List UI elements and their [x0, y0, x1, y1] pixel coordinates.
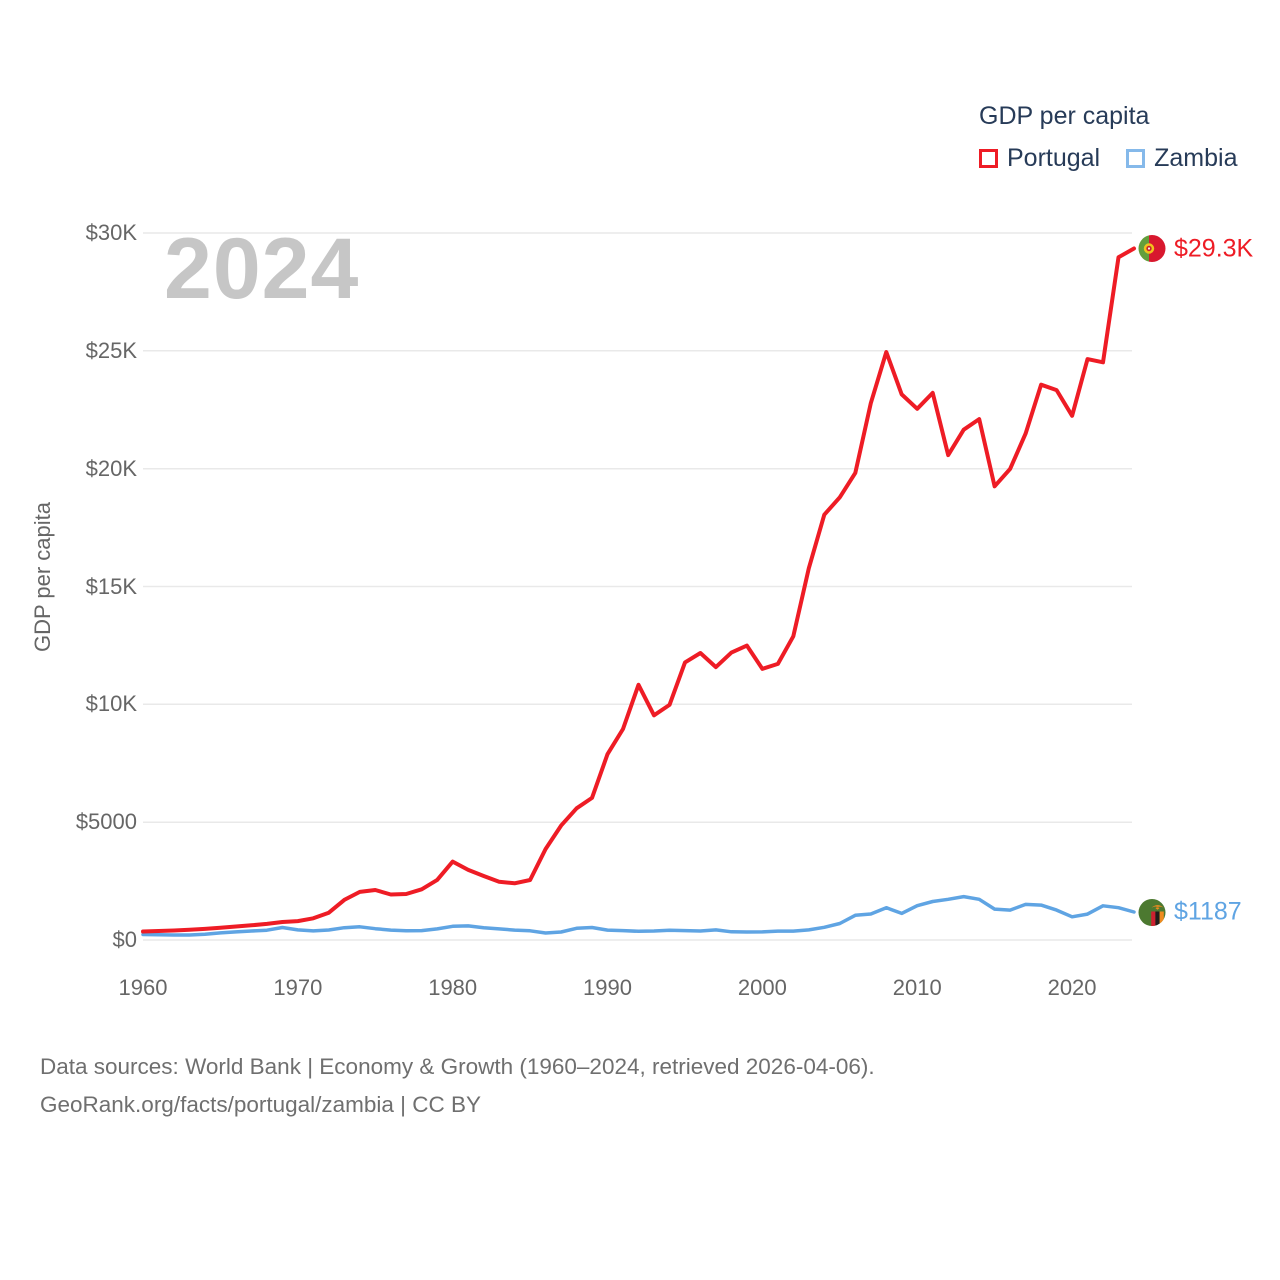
chart-legend: GDP per capita Portugal Zambia	[979, 102, 1238, 173]
data-sources-line: Data sources: World Bank | Economy & Gro…	[40, 1054, 875, 1079]
y-tick-label: $25K	[85, 337, 137, 363]
y-tick-label: $20K	[85, 455, 137, 481]
portugal-flag-icon	[1138, 235, 1166, 263]
attribution-footer: Data sources: World Bank | Economy & Gro…	[40, 1048, 875, 1124]
zambia-flag-icon	[1138, 898, 1166, 926]
y-tick-label: $15K	[85, 573, 137, 599]
zambia-line	[141, 894, 1136, 937]
y-tick-label: $30K	[85, 220, 137, 245]
zambia-end-value: $1187	[1174, 897, 1242, 926]
legend-item-label: Portugal	[1007, 144, 1101, 172]
legend-item-portugal[interactable]: Portugal	[979, 144, 1100, 173]
zambia-swatch-icon	[1126, 149, 1146, 168]
portugal-swatch-icon	[979, 149, 998, 168]
y-tick-label: $5000	[75, 809, 137, 835]
x-tick-label: 2000	[737, 975, 787, 1000]
source-url-line: GeoRank.org/facts/portugal/zambia | CC B…	[40, 1092, 482, 1117]
x-tick-label: 1980	[428, 975, 478, 1000]
portugal-line	[141, 246, 1136, 934]
legend-items: Portugal Zambia	[979, 144, 1238, 173]
portugal-end-label: $29.3K	[1138, 234, 1253, 263]
x-tick-label: 1960	[118, 975, 168, 1000]
legend-title: GDP per capita	[979, 102, 1150, 130]
x-tick-label: 1990	[583, 975, 632, 1000]
zambia-end-label: $1187	[1138, 898, 1242, 927]
legend-item-zambia[interactable]: Zambia	[1126, 144, 1238, 173]
y-tick-label: $0	[112, 927, 137, 952]
x-tick-label: 1970	[273, 975, 323, 1000]
legend-item-label: Zambia	[1154, 144, 1238, 172]
x-tick-label: 2020	[1047, 975, 1097, 1000]
x-tick-label: 2010	[892, 975, 942, 1000]
year-watermark: 2024	[164, 221, 360, 317]
portugal-end-value: $29.3K	[1174, 234, 1254, 263]
y-tick-label: $10K	[85, 691, 137, 717]
